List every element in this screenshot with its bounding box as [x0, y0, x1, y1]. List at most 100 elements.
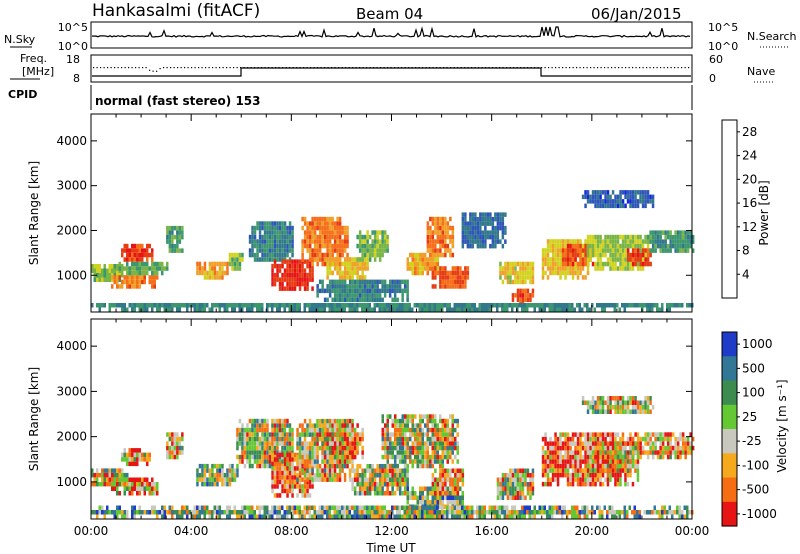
heatmap-cell: [281, 243, 284, 249]
heatmap-cell: [356, 275, 359, 280]
heatmap-cell: [273, 259, 277, 264]
heatmap-cell: [569, 270, 572, 276]
heatmap-cell: [121, 457, 124, 462]
heatmap-cell: [178, 303, 181, 308]
heatmap-cell: [581, 477, 585, 482]
y-tick-label: 3000: [56, 179, 87, 193]
heatmap-cell: [481, 239, 485, 244]
heatmap-cell: [303, 459, 307, 464]
heatmap-cell: [494, 225, 497, 231]
heatmap-cell: [599, 199, 602, 204]
heatmap-cell: [266, 427, 269, 433]
heatmap-cell: [444, 495, 447, 500]
heatmap-cell: [301, 454, 304, 460]
heatmap-cell: [353, 284, 357, 289]
heatmap-cell: [98, 307, 101, 312]
heatmap-cell: [303, 221, 307, 226]
heatmap-cell: [629, 441, 632, 446]
heatmap-cell: [514, 486, 517, 491]
heatmap-cell: [571, 454, 575, 460]
heatmap-cell: [311, 248, 314, 253]
heatmap-cell: [496, 477, 500, 482]
heatmap-cell: [341, 275, 344, 280]
heatmap-cell: [356, 436, 359, 442]
heatmap-cell: [103, 264, 106, 269]
heatmap-cell: [674, 450, 677, 455]
heatmap-cell: [579, 432, 582, 437]
heatmap-cell: [376, 473, 379, 478]
heatmap-cell: [373, 468, 377, 473]
heatmap-cell: [378, 288, 382, 294]
heatmap-cell: [474, 221, 477, 226]
heatmap-cell: [166, 454, 169, 460]
heatmap-cell: [336, 472, 339, 478]
heatmap-cell: [273, 272, 277, 278]
heatmap-cell: [574, 472, 577, 478]
heatmap-cell: [168, 243, 172, 249]
heatmap-cell: [586, 472, 590, 478]
heatmap-cell: [356, 279, 359, 285]
heatmap-cell: [356, 234, 359, 240]
heatmap-cell: [286, 272, 289, 278]
heatmap-cell: [128, 275, 131, 280]
nave-dot: [478, 67, 480, 69]
heatmap-cell: [318, 432, 322, 437]
nave-dot: [128, 67, 130, 69]
heatmap-cell: [271, 441, 274, 446]
heatmap-cell: [516, 307, 519, 312]
heatmap-cell: [639, 252, 642, 258]
heatmap-cell: [601, 248, 605, 253]
heatmap-cell: [626, 199, 630, 204]
heatmap-cell: [614, 199, 617, 204]
heatmap-cell: [276, 466, 279, 471]
heatmap-cell: [103, 277, 106, 282]
heatmap-cell: [446, 243, 450, 249]
colorbar-tick-label: 24: [742, 149, 757, 163]
heatmap-cell: [321, 261, 324, 267]
heatmap-cell: [293, 479, 297, 485]
heatmap-cell: [556, 441, 560, 446]
heatmap-cell: [554, 463, 557, 469]
heatmap-cell: [258, 230, 262, 235]
heatmap-cell: [266, 454, 269, 460]
heatmap-cell: [516, 297, 520, 303]
heatmap-cell: [338, 270, 342, 276]
heatmap-cell: [108, 264, 111, 269]
heatmap-cell: [281, 436, 284, 442]
heatmap-cell: [381, 297, 384, 303]
heatmap-cell: [308, 277, 312, 282]
heatmap-cell: [253, 423, 257, 428]
heatmap-cell: [434, 252, 437, 258]
heatmap-cell: [288, 263, 292, 269]
heatmap-cell: [646, 234, 650, 240]
heatmap-cell: [414, 445, 417, 451]
heatmap-cell: [661, 230, 665, 235]
heatmap-cell: [658, 307, 661, 312]
heatmap-cell: [278, 234, 282, 240]
nave-dot: [320, 67, 322, 69]
heatmap-cell: [351, 418, 354, 424]
heatmap-cell: [396, 297, 399, 303]
heatmap-cell: [343, 454, 347, 460]
heatmap-cell: [439, 427, 442, 433]
heatmap-cell: [434, 261, 437, 267]
heatmap-cell: [584, 400, 587, 405]
nave-dot: [520, 67, 522, 69]
colorbar-tick-label: 12: [742, 220, 757, 234]
heatmap-cell: [571, 432, 575, 437]
heatmap-cell: [479, 239, 482, 244]
heatmap-cell: [326, 303, 329, 308]
heatmap-cell: [378, 239, 382, 244]
heatmap-cell: [529, 491, 532, 496]
heatmap-cell: [586, 463, 590, 469]
heatmap-cell: [343, 225, 347, 231]
nave-dot: [306, 67, 308, 69]
heatmap-cell: [381, 477, 384, 482]
heatmap-cell: [363, 261, 367, 267]
heatmap-cell: [168, 248, 172, 253]
heatmap-cell: [236, 472, 239, 478]
heatmap-cell: [529, 270, 532, 276]
heatmap-cell: [479, 216, 482, 222]
heatmap-cell: [281, 452, 284, 458]
heatmap-cell: [444, 279, 447, 285]
